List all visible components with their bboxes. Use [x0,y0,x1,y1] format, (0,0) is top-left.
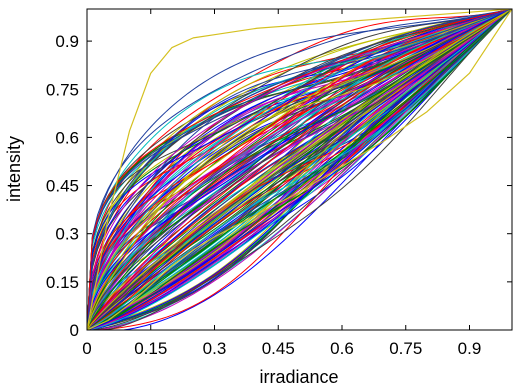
x-axis-label: irradiance [259,367,338,387]
response-curve [87,9,512,330]
response-curve [87,9,512,330]
response-curves [87,9,512,330]
x-tick-label: 0.6 [330,339,354,358]
x-tick-label: 0.15 [134,339,167,358]
y-tick-label: 0.9 [55,32,79,51]
y-axis: 0 0.15 0.3 0.45 0.6 0.75 0.9 [46,32,512,340]
response-curve [87,9,512,330]
response-curve [87,9,512,330]
x-tick-label: 0.3 [203,339,227,358]
response-curve [87,9,512,330]
bounding-curve-lower [87,9,512,330]
x-axis: 0 0.15 0.3 0.45 0.6 0.75 0.9 [82,9,481,358]
response-curve [87,9,512,330]
response-curve [87,9,512,330]
y-tick-label: 0 [70,321,79,340]
response-curve [87,9,512,330]
response-curve [87,9,512,330]
y-axis-label: intensity [4,136,24,202]
response-curve [87,9,512,330]
response-curve [87,9,512,330]
response-curve [87,9,512,330]
response-curve [87,9,512,330]
x-tick-label: 0.75 [389,339,422,358]
response-curve [87,9,512,330]
response-curve [87,9,512,330]
x-tick-label: 0 [82,339,91,358]
response-curve [87,9,512,330]
response-curve [87,9,512,330]
y-tick-label: 0.3 [55,225,79,244]
y-tick-label: 0.6 [55,128,79,147]
response-curve [87,9,512,330]
response-curve [87,9,512,330]
bounding-curve-upper [87,9,512,330]
x-tick-label: 0.9 [458,339,482,358]
response-curve [87,9,512,330]
response-curve [87,9,512,330]
plot-frame [86,8,513,331]
response-curve [87,9,512,330]
response-curve [87,9,512,330]
response-curve [87,9,512,330]
response-curve [87,9,512,330]
response-curve [87,9,512,330]
x-tick-label: 0.45 [262,339,295,358]
response-curve [87,9,512,330]
y-tick-label: 0.45 [46,177,79,196]
response-curve [87,9,512,330]
response-curve [87,9,512,330]
response-curve [87,9,512,330]
y-tick-label: 0.15 [46,273,79,292]
response-curve [87,9,512,330]
y-tick-label: 0.75 [46,80,79,99]
response-curve [87,9,512,330]
